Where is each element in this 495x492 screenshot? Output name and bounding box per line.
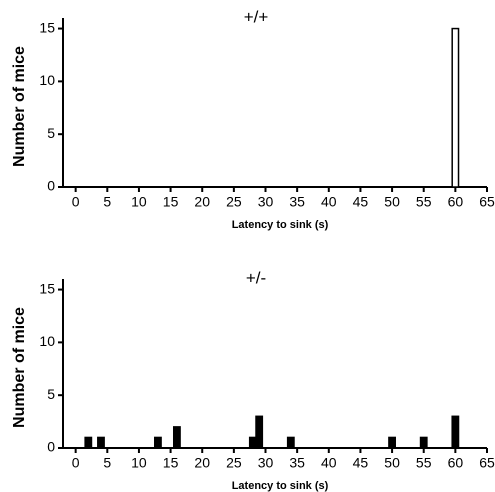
x-tick-label: 20	[194, 194, 210, 210]
chart-title: +/+	[244, 7, 269, 26]
y-tick-label: 0	[47, 178, 55, 194]
x-axis-label: Latency to sink (s)	[232, 480, 329, 492]
x-tick-label: 35	[289, 194, 305, 210]
x-tick-label: 5	[103, 455, 111, 471]
x-tick-label: 10	[131, 455, 147, 471]
y-tick-label: 15	[39, 280, 55, 296]
x-tick-label: 40	[321, 455, 337, 471]
bar	[84, 436, 93, 449]
x-tick-label: 50	[384, 455, 400, 471]
x-tick-label: 55	[416, 455, 432, 471]
x-tick-label: 65	[479, 194, 495, 210]
x-tick-label: 30	[258, 455, 274, 471]
bar	[255, 415, 264, 449]
bar	[97, 436, 105, 449]
x-tick-label: 15	[163, 194, 179, 210]
bar	[154, 436, 162, 449]
x-tick-label: 0	[72, 455, 80, 471]
x-tick-label: 25	[226, 455, 242, 471]
x-tick-label: 0	[72, 194, 80, 210]
y-tick-label: 0	[47, 439, 55, 455]
bar	[451, 27, 460, 188]
x-tick-label: 10	[131, 194, 147, 210]
x-tick-label: 20	[194, 455, 210, 471]
x-tick-label: 65	[479, 455, 495, 471]
x-tick-label: 40	[321, 194, 337, 210]
y-tick-label: 15	[39, 19, 55, 35]
x-axis-label: Latency to sink (s)	[232, 219, 329, 231]
y-axis-label: Number of mice	[11, 46, 28, 167]
x-tick-label: 50	[384, 194, 400, 210]
x-tick-label: 55	[416, 194, 432, 210]
bar	[451, 415, 460, 449]
chart-title: +/-	[246, 268, 266, 287]
bar	[248, 436, 257, 449]
x-tick-label: 45	[353, 194, 369, 210]
y-tick-label: 10	[39, 72, 55, 88]
x-tick-label: 30	[258, 194, 274, 210]
x-tick-label: 5	[103, 194, 111, 210]
x-tick-label: 35	[289, 455, 305, 471]
y-tick-label: 5	[47, 125, 55, 141]
x-tick-label: 45	[353, 455, 369, 471]
bar	[286, 436, 295, 449]
bar	[172, 426, 181, 449]
bar	[388, 436, 396, 449]
y-axis-label: Number of mice	[11, 307, 28, 428]
y-tick-label: 5	[47, 386, 55, 402]
x-tick-label: 15	[163, 455, 179, 471]
x-tick-label: 25	[226, 194, 242, 210]
bar	[419, 436, 428, 449]
x-tick-label: 60	[448, 194, 464, 210]
y-tick-label: 10	[39, 333, 55, 349]
x-tick-label: 60	[448, 455, 464, 471]
